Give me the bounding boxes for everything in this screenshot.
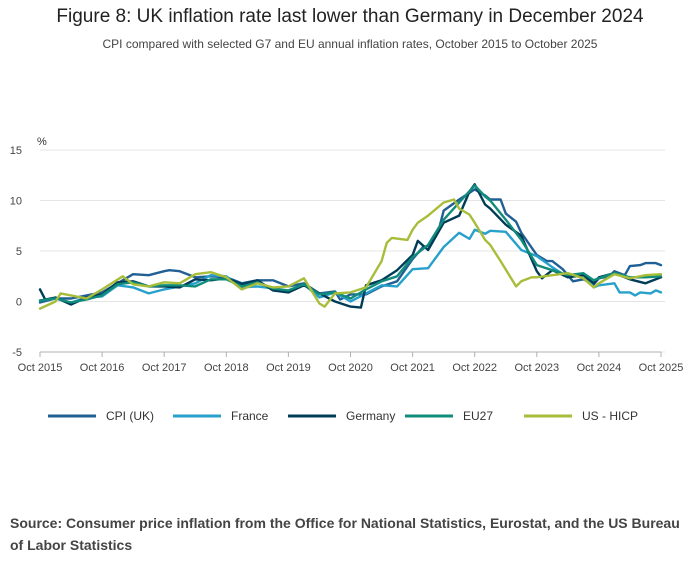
x-tick-label: Oct 2016 bbox=[80, 362, 125, 374]
x-tick-label: Oct 2019 bbox=[266, 362, 311, 374]
series-line bbox=[38, 228, 663, 304]
series-line bbox=[38, 188, 663, 304]
y-tick-label: -5 bbox=[12, 347, 22, 359]
x-tick-label: Oct 2017 bbox=[142, 362, 187, 374]
chart-gridlines bbox=[40, 149, 665, 353]
x-tick-label: Oct 2022 bbox=[452, 362, 497, 374]
y-tick-label: 0 bbox=[16, 297, 22, 309]
x-tick-label: Oct 2023 bbox=[514, 362, 559, 374]
x-axis: Oct 2015 Oct 2016 Oct 2017 Oct 2018 Oct 2019… bbox=[18, 351, 684, 374]
x-tick-label: Oct 2020 bbox=[328, 362, 373, 374]
y-axis-unit: % bbox=[37, 136, 47, 148]
chart-title: Figure 8: UK inflation rate last lower t… bbox=[56, 6, 644, 27]
series-line bbox=[38, 198, 663, 310]
legend-label: EU27 bbox=[463, 409, 493, 423]
legend-label: Germany bbox=[346, 409, 395, 423]
x-tick-label: Oct 2015 bbox=[18, 362, 63, 374]
chart-series bbox=[38, 183, 663, 310]
x-tick-label: Oct 2021 bbox=[390, 362, 435, 374]
chart-legend: CPI (UK) France Germany EU27 US - HICP bbox=[48, 409, 638, 423]
y-tick-label: 15 bbox=[10, 145, 22, 157]
chart-subtitle: CPI compared with selected G7 and EU ann… bbox=[102, 37, 598, 51]
x-tick-label: Oct 2018 bbox=[204, 362, 249, 374]
legend-label: France bbox=[231, 409, 269, 423]
series-line bbox=[38, 183, 663, 309]
y-tick-label: 10 bbox=[10, 196, 22, 208]
y-tick-label: 5 bbox=[16, 246, 22, 258]
x-tick-label: Oct 2025 bbox=[639, 362, 684, 374]
legend-label: CPI (UK) bbox=[106, 409, 154, 423]
x-tick-label: Oct 2024 bbox=[577, 362, 622, 374]
source-note: Source: Consumer price inflation from th… bbox=[10, 515, 680, 553]
y-axis-ticks: -5 0 5 10 15 bbox=[10, 145, 22, 359]
legend-label: US - HICP bbox=[582, 409, 638, 423]
